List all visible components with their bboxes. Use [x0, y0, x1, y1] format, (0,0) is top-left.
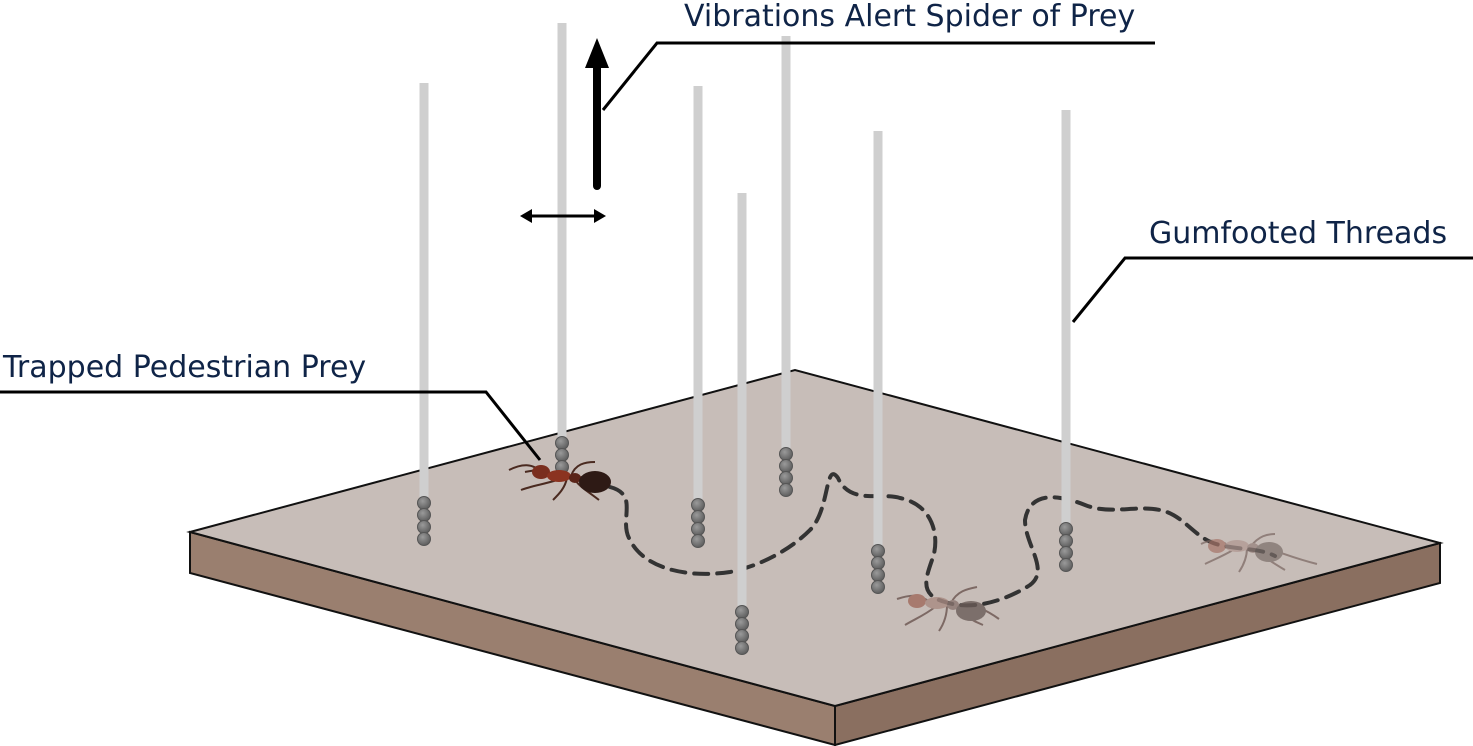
- glue-droplet-group-3: [691, 498, 705, 548]
- ant-icon: [896, 586, 1000, 632]
- glue-droplet-group-4: [735, 605, 749, 655]
- leader-line-vibrations: [601, 41, 1155, 111]
- glue-droplet-group-5: [779, 447, 793, 497]
- glue-droplet-group-6: [871, 544, 885, 594]
- glue-droplets: [417, 436, 1073, 655]
- arrow-up-icon: [585, 38, 609, 190]
- gumfooted-threads: [419, 23, 1071, 613]
- label-vibrations: Vibrations Alert Spider of Prey: [684, 0, 1135, 34]
- ant-icon: [508, 461, 611, 501]
- double-arrow-icon: [520, 209, 606, 223]
- leader-line-trapped: [0, 390, 542, 461]
- ground-board: [186, 368, 1444, 746]
- board-top-surface: [186, 368, 1444, 708]
- ant-icon: [1200, 533, 1318, 573]
- glue-droplet-group-2: [555, 436, 569, 474]
- label-gumfooted: Gumfooted Threads: [1149, 216, 1447, 251]
- prey-walking-path: [608, 472, 1277, 608]
- glue-droplet-group-7: [1059, 522, 1073, 572]
- glue-droplet-group-1: [417, 496, 431, 546]
- label-trapped: Trapped Pedestrian Prey: [2, 350, 366, 385]
- leader-line-gumfooted: [1071, 256, 1473, 323]
